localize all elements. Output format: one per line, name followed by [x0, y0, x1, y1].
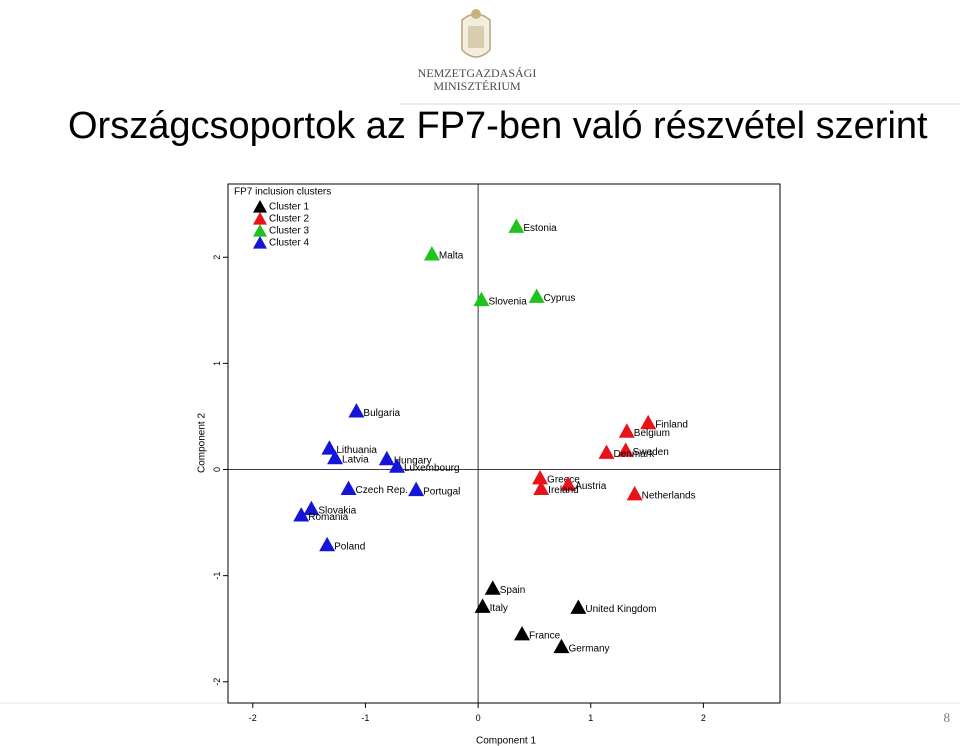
point [617, 442, 634, 457]
point-label: Slovenia [488, 296, 527, 307]
x-tick-label: 1 [588, 713, 593, 723]
point-label: Austria [575, 481, 607, 492]
point [626, 485, 643, 501]
legend-marker [253, 224, 267, 237]
point-label: Spain [500, 585, 526, 596]
point [303, 500, 320, 516]
point [319, 536, 336, 552]
point-label: Hungary [394, 456, 432, 467]
y-tick-label: -2 [212, 678, 222, 686]
y-tick-label: -1 [212, 572, 222, 580]
point [388, 458, 405, 473]
point [640, 414, 657, 430]
point [508, 218, 525, 233]
point [553, 638, 570, 654]
point [618, 423, 635, 438]
slide-title: Országcsoportok az FP7-ben való részvéte… [68, 105, 928, 147]
point-label: Czech Rep. [356, 485, 408, 496]
point-label: United Kingdom [585, 604, 656, 615]
legend-title: FP7 inclusion clusters [234, 187, 331, 198]
point [327, 449, 344, 465]
point [473, 291, 490, 307]
point-label: France [529, 631, 561, 642]
x-tick-label: 2 [701, 713, 706, 723]
point [408, 481, 425, 497]
point [474, 598, 491, 613]
point-label: Luxembourg [404, 463, 460, 474]
point-label: Ireland [548, 485, 579, 496]
point [570, 599, 587, 614]
point-label: Greece [547, 475, 580, 486]
page-number: 8 [944, 710, 951, 725]
point-label: Romania [308, 512, 348, 523]
y-tick-label: 1 [212, 361, 222, 366]
point [598, 444, 615, 459]
point-label: Poland [334, 541, 365, 552]
point [340, 480, 357, 496]
point-label: Bulgaria [363, 408, 400, 419]
legend-marker [253, 200, 267, 213]
point-label: Finland [655, 419, 688, 430]
plot-frame [227, 183, 781, 704]
x-tick-label: -1 [361, 713, 369, 723]
y-tick-label: 0 [212, 467, 222, 472]
point [321, 440, 338, 455]
point-label: Netherlands [642, 491, 696, 502]
point [532, 469, 549, 485]
point [533, 480, 550, 496]
legend-label: Cluster 4 [269, 238, 309, 249]
x-tick-label: 0 [476, 713, 481, 723]
point [378, 450, 395, 466]
legend-marker [253, 236, 267, 249]
point-label: Lithuania [336, 445, 377, 456]
y-axis-label: Component 2 [197, 413, 208, 473]
point-label: Cyprus [544, 293, 576, 304]
point-label: Belgium [634, 428, 670, 439]
point [348, 403, 365, 418]
x-tick-label: -2 [249, 713, 257, 723]
ministry-name: MINISZTÉRIUM [433, 79, 521, 93]
point-label: Denmark [614, 449, 656, 460]
point-label: Estonia [523, 223, 557, 234]
point-label: Sweden [633, 447, 669, 458]
legend-marker [253, 212, 267, 225]
point-label: Slovakia [318, 505, 356, 516]
logo [461, 9, 491, 58]
point [484, 580, 501, 595]
point-label: Malta [439, 251, 464, 262]
legend-label: Cluster 3 [269, 226, 309, 237]
legend-label: Cluster 2 [269, 214, 309, 225]
y-tick-label: 2 [212, 255, 222, 260]
point [293, 507, 310, 522]
ministry-name: NEMZETGAZDASÁGI [418, 66, 537, 80]
point [528, 288, 545, 303]
x-axis-label: Component 1 [476, 736, 536, 746]
legend-label: Cluster 1 [269, 202, 309, 213]
point-label: Germany [568, 643, 609, 654]
point-label: Portugal [423, 486, 460, 497]
point [514, 626, 531, 641]
point [560, 476, 577, 491]
point-label: Latvia [342, 454, 369, 465]
point [423, 246, 440, 261]
point-label: Italy [490, 603, 508, 614]
